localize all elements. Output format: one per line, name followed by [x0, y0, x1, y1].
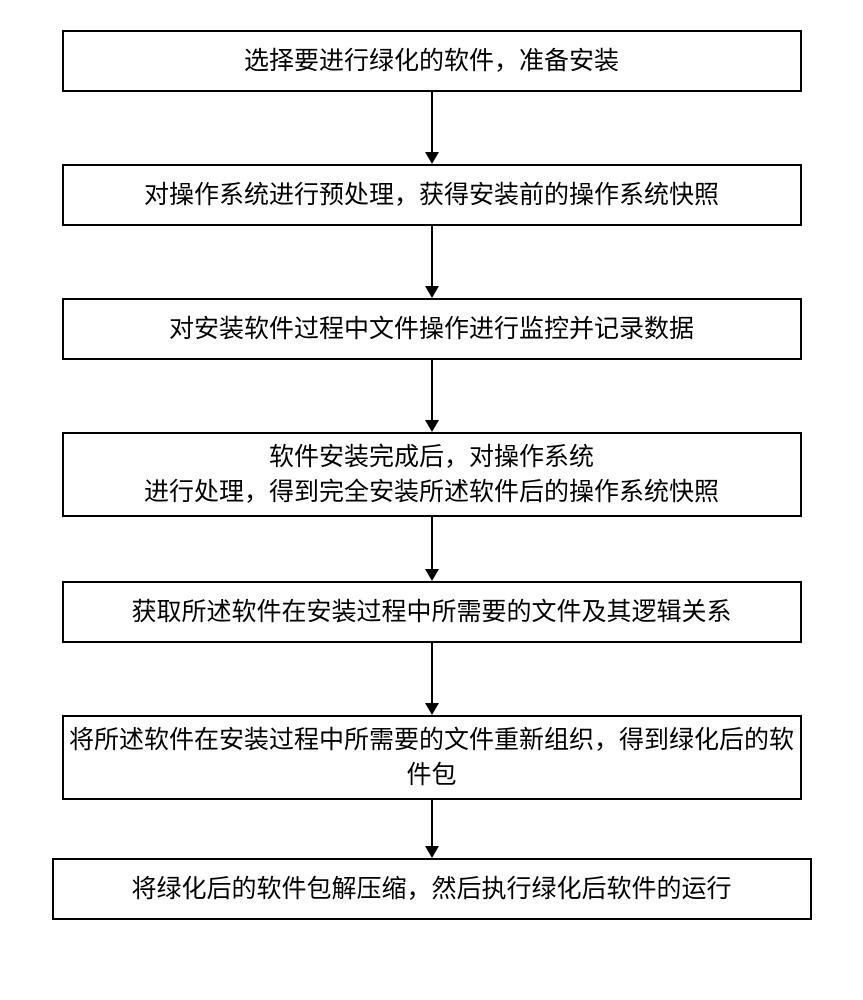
arrow-line	[431, 517, 433, 569]
step-box-4: 软件安装完成后，对操作系统 进行处理，得到完全安装所述软件后的操作系统快照	[62, 432, 802, 517]
step-box-5: 获取所述软件在安装过程中所需要的文件及其逻辑关系	[62, 581, 802, 643]
step-box-1: 选择要进行绿化的软件，准备安装	[62, 30, 802, 92]
arrow-3	[425, 360, 439, 432]
arrow-4	[425, 517, 439, 581]
arrow-head	[425, 152, 439, 164]
arrow-head	[425, 703, 439, 715]
step-text-6: 将所述软件在安装过程中所需要的文件重新组织，得到绿化后的软 件包	[69, 723, 794, 793]
arrow-line	[431, 92, 433, 152]
arrow-line	[431, 643, 433, 703]
arrow-head	[425, 846, 439, 858]
arrow-2	[425, 226, 439, 298]
step-text-1: 选择要进行绿化的软件，准备安装	[244, 44, 619, 79]
arrow-line	[431, 226, 433, 286]
step-box-6: 将所述软件在安装过程中所需要的文件重新组织，得到绿化后的软 件包	[62, 715, 802, 800]
step-text-3: 对安装软件过程中文件操作进行监控并记录数据	[169, 312, 694, 347]
step-box-7: 将绿化后的软件包解压缩，然后执行绿化后软件的运行	[52, 858, 812, 920]
arrow-line	[431, 360, 433, 420]
step-text-2: 对操作系统进行预处理，获得安装前的操作系统快照	[144, 178, 719, 213]
step-text-7: 将绿化后的软件包解压缩，然后执行绿化后软件的运行	[131, 872, 731, 907]
step-text-4: 软件安装完成后，对操作系统 进行处理，得到完全安装所述软件后的操作系统快照	[144, 440, 719, 510]
flowchart-container: 选择要进行绿化的软件，准备安装 对操作系统进行预处理，获得安装前的操作系统快照 …	[0, 0, 863, 920]
step-box-2: 对操作系统进行预处理，获得安装前的操作系统快照	[62, 164, 802, 226]
arrow-line	[431, 800, 433, 846]
step-box-3: 对安装软件过程中文件操作进行监控并记录数据	[62, 298, 802, 360]
step-text-5: 获取所述软件在安装过程中所需要的文件及其逻辑关系	[131, 595, 731, 630]
arrow-1	[425, 92, 439, 164]
arrow-6	[425, 800, 439, 858]
arrow-head	[425, 569, 439, 581]
arrow-head	[425, 420, 439, 432]
arrow-5	[425, 643, 439, 715]
arrow-head	[425, 286, 439, 298]
